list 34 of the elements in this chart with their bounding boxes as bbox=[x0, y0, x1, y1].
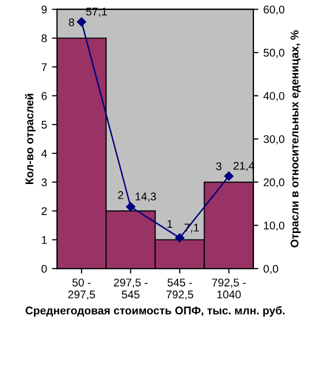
y-tick-label: 1 bbox=[42, 236, 47, 244]
point bbox=[76, 17, 86, 26]
x-tick-label: 545 - 792,5 bbox=[166, 278, 194, 300]
y2-tick-label: 50,0 bbox=[264, 48, 284, 58]
data-label: 3 bbox=[216, 162, 222, 170]
y-tick-label: 8 bbox=[42, 34, 47, 42]
data-label: 2 bbox=[118, 191, 124, 199]
x-tick-label: 792,5 - 1040 bbox=[212, 278, 246, 298]
point bbox=[126, 202, 136, 212]
data-label: 57,1 bbox=[86, 8, 107, 17]
data-label: 1 bbox=[167, 220, 172, 228]
y-tick-label: 7 bbox=[42, 63, 47, 71]
y-tick-label: 4 bbox=[41, 150, 47, 158]
point bbox=[175, 233, 184, 243]
y2-tick-label: 10,0 bbox=[264, 222, 284, 231]
y2-axis-title: Отрасли в относительных еденицах, % bbox=[290, 30, 301, 248]
y-tick-label: 5 bbox=[42, 120, 47, 129]
y-tick-label: 6 bbox=[42, 92, 47, 100]
y2-tick-label: 40,0 bbox=[263, 92, 284, 102]
y2-tick-label: 20,0 bbox=[264, 178, 284, 188]
data-label: 14,3 bbox=[136, 192, 156, 202]
y-tick-label: 2 bbox=[42, 207, 47, 215]
y-tick-label: 9 bbox=[42, 6, 47, 14]
y-axis-title: Кол-во отраслей bbox=[24, 94, 36, 184]
y2-tick-label: 0,0 bbox=[264, 264, 278, 274]
x-tick-label: 50 - 297,5 bbox=[68, 278, 95, 300]
y2-tick-label: 30,0 bbox=[264, 135, 284, 144]
y2-tick-label: 60,0 bbox=[264, 6, 284, 15]
x-tick-label: 297,5 - 545 bbox=[114, 278, 148, 298]
y-tick-label: 0 bbox=[42, 264, 47, 273]
data-label: 8 bbox=[68, 18, 74, 26]
point bbox=[224, 171, 234, 181]
y-tick-label: 3 bbox=[42, 178, 47, 186]
x-axis-title: Среднегодовая стоимость ОПФ, тыс. млн. руб. bbox=[26, 306, 285, 317]
